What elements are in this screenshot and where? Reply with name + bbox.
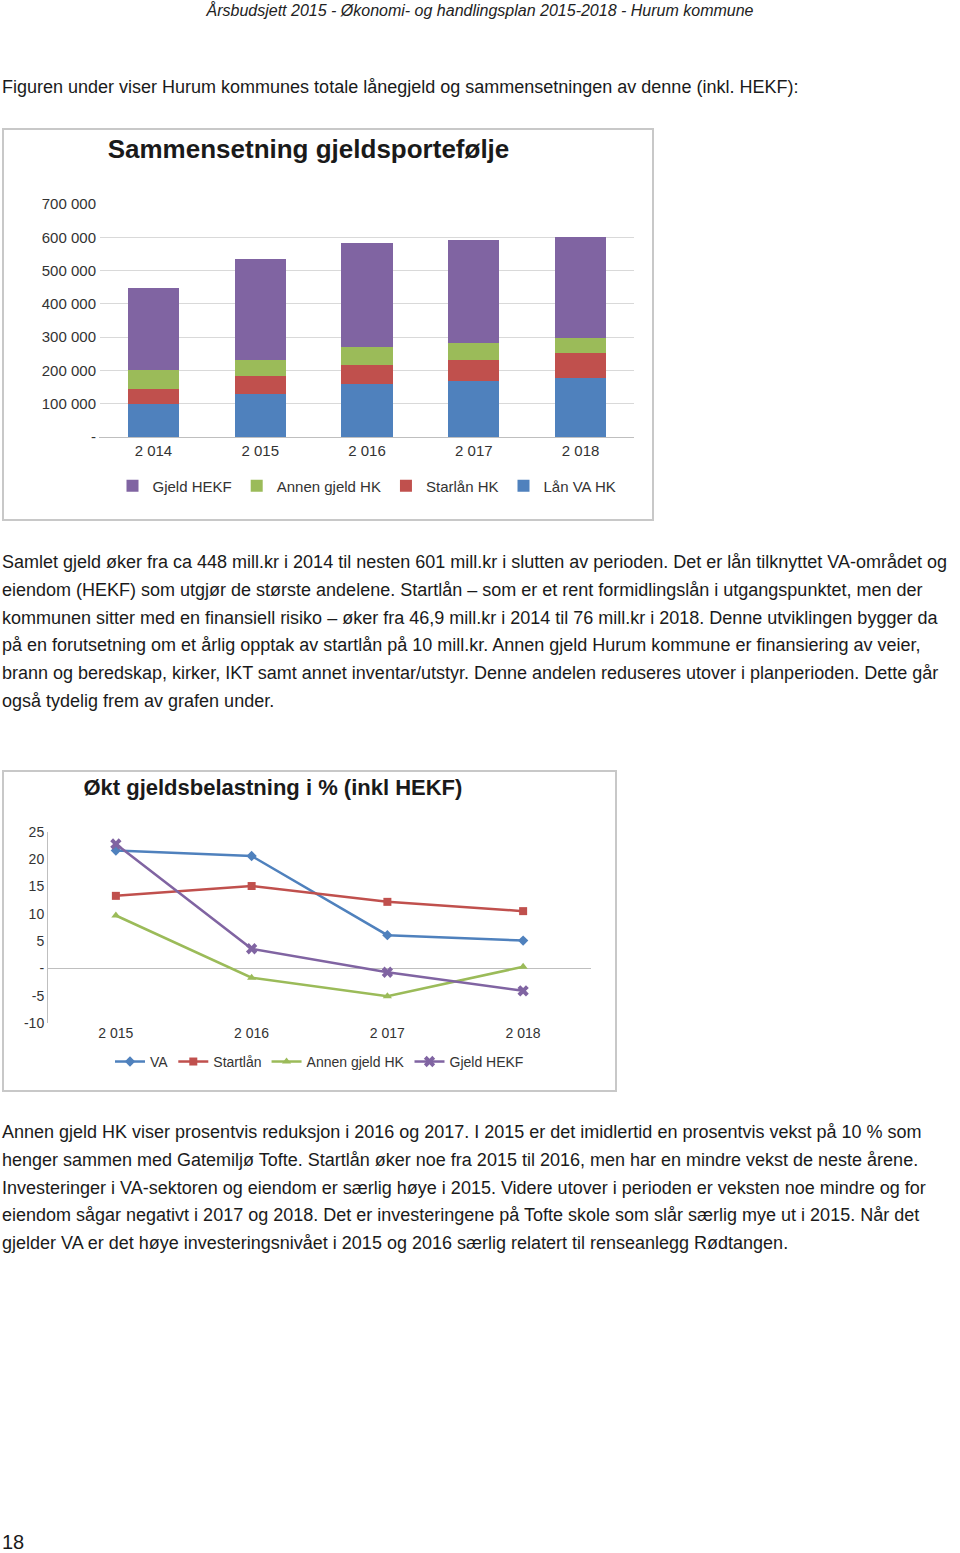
svg-text:10: 10 [29,906,45,922]
svg-text:-10: -10 [24,1015,44,1031]
svg-text:2 017: 2 017 [370,1025,405,1041]
svg-text:2 014: 2 014 [135,442,173,459]
svg-text:2 015: 2 015 [98,1025,133,1041]
svg-text:200 000: 200 000 [42,362,96,379]
svg-text:Lån VA HK: Lån VA HK [544,478,616,495]
svg-text:2 018: 2 018 [506,1025,541,1041]
svg-text:2 016: 2 016 [234,1025,269,1041]
svg-text:500 000: 500 000 [42,262,96,279]
html-text:Annen gjeld HK viser prosentvi: Annen gjeld HK viser prosentvis reduksjo… [2,1122,926,1254]
svg-text:Økt gjeldsbelastning i % (inkl: Økt gjeldsbelastning i % (inkl HEKF) [83,775,462,800]
svg-text:2 018: 2 018 [562,442,600,459]
html-text:18: 18 [2,1531,25,1553]
svg-text:300 000: 300 000 [42,328,96,345]
svg-text:Gjeld HEKF: Gjeld HEKF [450,1054,524,1070]
svg-text:20: 20 [29,851,45,867]
svg-text:Startlån: Startlån [213,1054,261,1070]
svg-text:Sammensetning gjeldsportefølje: Sammensetning gjeldsportefølje [108,134,510,164]
svg-text:-5: -5 [32,988,45,1004]
html-text:Samlet gjeld øker fra ca 448 m: Samlet gjeld øker fra ca 448 mill.kr i 2… [2,552,948,711]
svg-text:Annen gjeld HK: Annen gjeld HK [277,478,381,495]
svg-text:700 000: 700 000 [42,195,96,212]
svg-text:VA: VA [150,1054,168,1070]
svg-text:5: 5 [36,933,44,949]
html-text:Figuren under viser Hurum komm: Figuren under viser Hurum kommunes total… [2,77,799,97]
html-text:Årsbudsjett 2015 - Økonomi- og: Årsbudsjett 2015 - Økonomi- og handlings… [206,2,754,19]
svg-text:25: 25 [29,824,45,840]
svg-text:-: - [91,428,96,445]
svg-text:100 000: 100 000 [42,395,96,412]
svg-text:15: 15 [29,878,45,894]
svg-text:2 017: 2 017 [455,442,493,459]
svg-text:2 015: 2 015 [241,442,279,459]
svg-text:400 000: 400 000 [42,295,96,312]
svg-text:2 016: 2 016 [348,442,386,459]
svg-text:Starlån HK: Starlån HK [426,478,499,495]
svg-text:Gjeld HEKF: Gjeld HEKF [153,478,232,495]
svg-text:600 000: 600 000 [42,229,96,246]
svg-text:Annen gjeld HK: Annen gjeld HK [307,1054,405,1070]
svg-text:-: - [40,960,45,976]
